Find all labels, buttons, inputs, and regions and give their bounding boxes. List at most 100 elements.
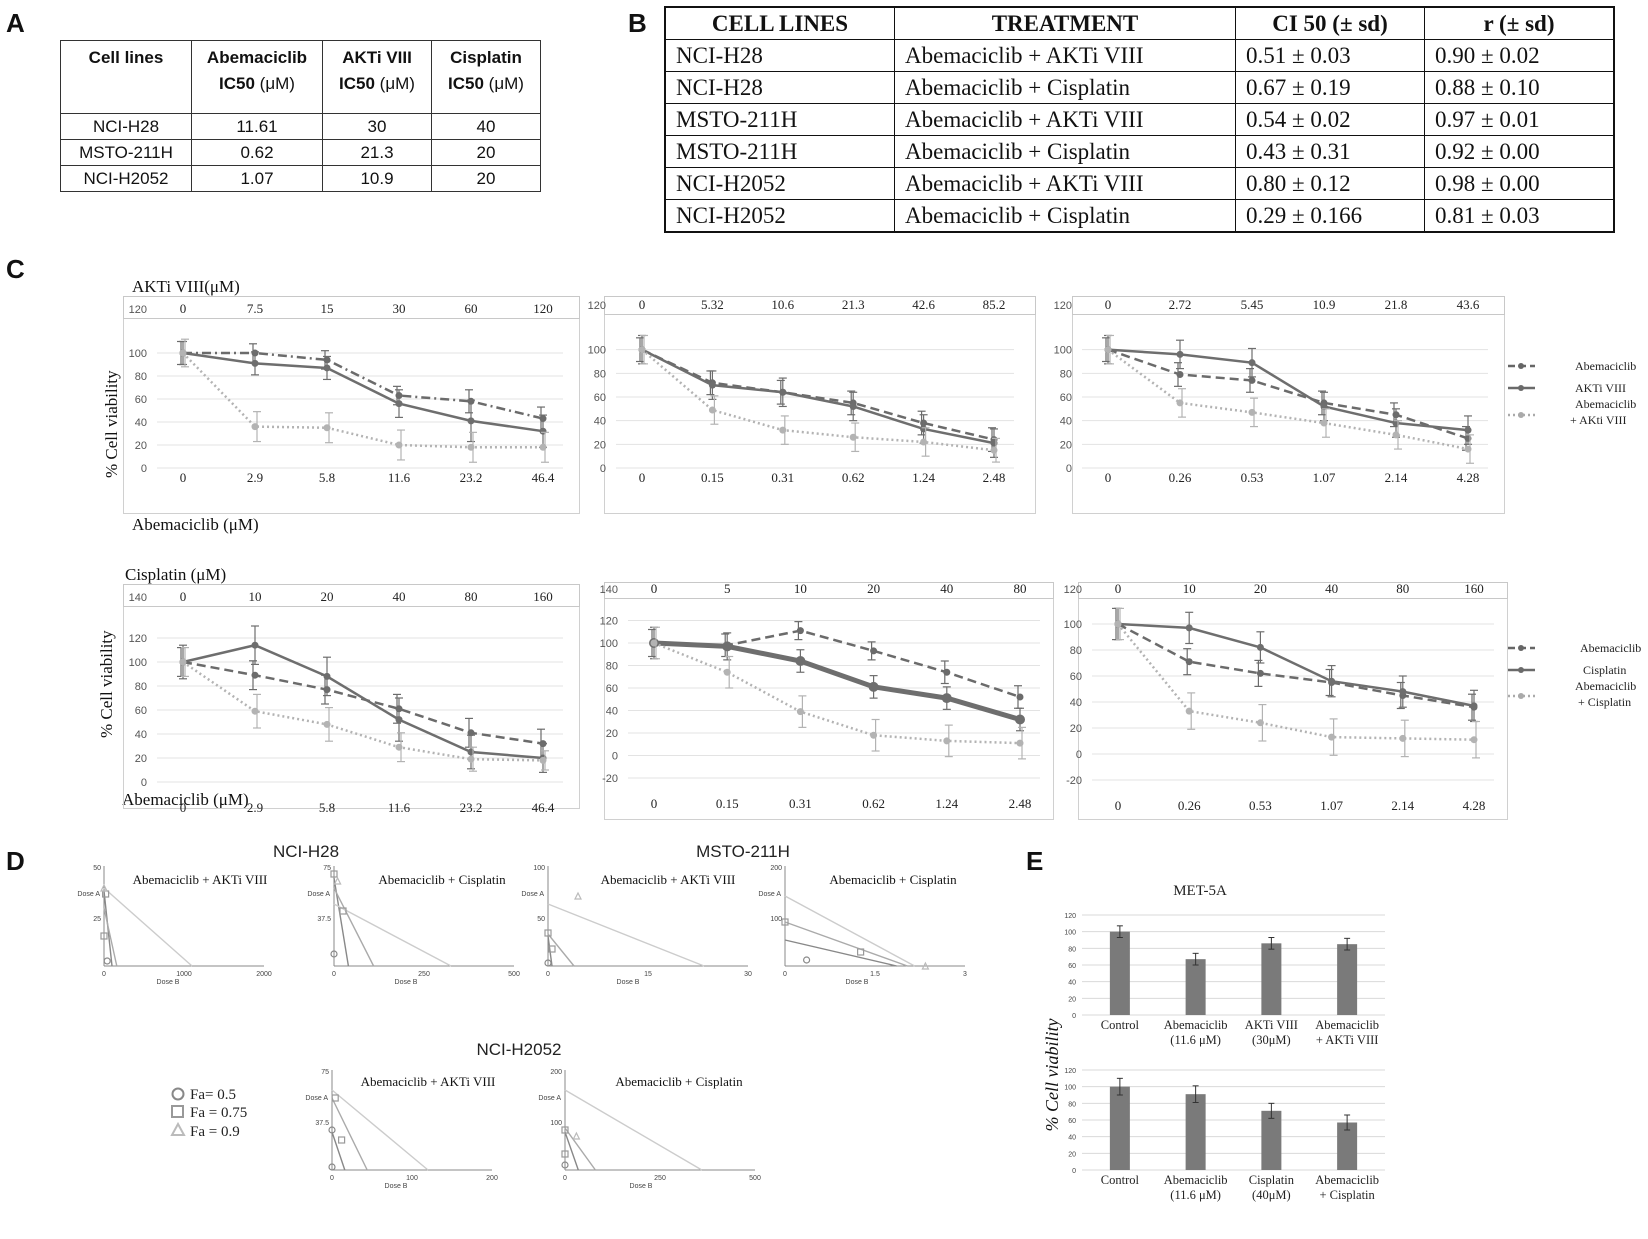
bottom-x-tick-label: 2.14 bbox=[1391, 798, 1414, 813]
data-point bbox=[1328, 677, 1336, 685]
table-cell: 0.97 ± 0.01 bbox=[1424, 103, 1615, 136]
data-point bbox=[849, 433, 857, 441]
y-tick-label: 80 bbox=[1060, 368, 1072, 380]
bottom-x-tick-label: 46.4 bbox=[532, 470, 555, 485]
data-point bbox=[1016, 693, 1024, 701]
fa-075-point bbox=[100, 932, 108, 940]
bottom-x-tick-label: 46.4 bbox=[532, 800, 555, 815]
data-point bbox=[1248, 376, 1256, 384]
data-point bbox=[1399, 688, 1407, 696]
data-point bbox=[395, 441, 403, 449]
table-cell: 1.07 bbox=[191, 165, 323, 192]
data-point bbox=[779, 426, 787, 434]
legend-label: + AKti VIII bbox=[1570, 413, 1627, 427]
top-x-tick-label: 0 bbox=[180, 301, 187, 316]
data-point bbox=[1176, 371, 1184, 379]
abemaciclib-bottom-axis-label-2: Abemaciclib (μM) bbox=[122, 790, 249, 809]
y-tick-label: 80 bbox=[594, 368, 606, 380]
bar bbox=[1109, 1086, 1130, 1170]
ic50-header-unit: (μM) bbox=[483, 74, 524, 93]
top-x-tick-label: 80 bbox=[465, 589, 478, 604]
y-tick-label: 20 bbox=[594, 439, 606, 451]
category-label: Abemaciclib bbox=[1164, 1018, 1228, 1032]
top-x-tick-label: 43.6 bbox=[1457, 297, 1480, 312]
top-x-tick-label: 20 bbox=[321, 589, 334, 604]
data-point bbox=[251, 641, 259, 649]
fa-075-point bbox=[561, 1126, 569, 1134]
ci50-table-header: CELL LINES TREATMENT CI 50 (± sd) r (± s… bbox=[664, 6, 1615, 40]
bar bbox=[1337, 944, 1358, 1015]
panel-letter-b: B bbox=[628, 8, 647, 38]
bottom-x-tick-label: 0.53 bbox=[1241, 470, 1264, 485]
bottom-x-tick-label: 5.8 bbox=[319, 800, 335, 815]
bottom-x-tick-label: 2.14 bbox=[1385, 470, 1408, 485]
fa-05-marker bbox=[171, 1087, 185, 1101]
top-x-tick-label: 60 bbox=[465, 301, 478, 316]
y-tick-label: 25 bbox=[93, 916, 101, 923]
panel-letter-c: C bbox=[6, 254, 25, 284]
category-label: (40μM) bbox=[1252, 1188, 1291, 1202]
x-tick-label: 0 bbox=[783, 971, 787, 978]
bottom-x-tick-label: 4.28 bbox=[1463, 798, 1486, 813]
abemaciclib-bottom-axis-label: Abemaciclib (μM) bbox=[132, 515, 259, 534]
y-tick-label: 40 bbox=[1068, 980, 1076, 987]
y-tick-label: 80 bbox=[1070, 645, 1082, 657]
y-tick-label: 0 bbox=[141, 463, 147, 475]
bottom-x-tick-label: 1.07 bbox=[1313, 470, 1336, 485]
fa-05-point bbox=[328, 1163, 336, 1171]
ci50-header-cell: CI 50 (± sd) bbox=[1235, 6, 1425, 40]
y-tick-label: 60 bbox=[1068, 1118, 1076, 1125]
data-point bbox=[323, 720, 331, 728]
top-axis-box bbox=[1078, 582, 1508, 599]
x-tick-label: 1000 bbox=[176, 971, 192, 978]
y-tick-label: 80 bbox=[135, 371, 147, 383]
bottom-x-tick-label: 23.2 bbox=[460, 470, 483, 485]
data-point bbox=[1185, 707, 1193, 715]
series-line bbox=[641, 348, 995, 445]
axis-label-dose-b: Dose B bbox=[617, 979, 640, 986]
y-tick-label: 0 bbox=[1066, 463, 1072, 475]
line-chart-h28-akti: 0 20 40 60 80 100 120 0 7.5 15 30 60 120 0 2.9 5.8 11.6 2… bbox=[123, 296, 580, 514]
data-point bbox=[1185, 624, 1193, 632]
top-x-tick-label: 0 bbox=[639, 297, 646, 312]
top-x-tick-label: 0 bbox=[180, 589, 187, 604]
data-point bbox=[868, 681, 879, 692]
data-point bbox=[1176, 350, 1184, 358]
bar bbox=[1185, 959, 1206, 1015]
y-tick-label: 50 bbox=[93, 865, 101, 872]
y-tick-label: 40 bbox=[135, 729, 147, 741]
data-point bbox=[467, 755, 475, 763]
top-axis-box bbox=[1072, 296, 1505, 315]
y-tick-label: 37.5 bbox=[315, 1120, 329, 1127]
isobole-line bbox=[333, 887, 375, 967]
series-line bbox=[653, 640, 1021, 722]
top-x-tick-label: 10 bbox=[249, 589, 262, 604]
cisplatin-top-axis-label: Cisplatin (μM) bbox=[125, 565, 226, 584]
isobole-line bbox=[103, 907, 118, 967]
y-tick-label: 120 bbox=[129, 633, 147, 645]
bottom-x-tick-label: 2.9 bbox=[247, 800, 263, 815]
y-tick-label: 60 bbox=[1070, 671, 1082, 683]
fa-075-point bbox=[781, 918, 789, 926]
x-tick-label: 500 bbox=[508, 971, 520, 978]
y-tick-label: 75 bbox=[323, 865, 331, 872]
ic50-header-text: IC50 bbox=[448, 74, 484, 93]
data-point bbox=[323, 364, 331, 372]
bar-chart-title: MET-5A bbox=[1173, 883, 1227, 899]
fa-05-point bbox=[802, 956, 811, 964]
isobologram-title: Abemaciclib + AKTi VIII bbox=[361, 1074, 496, 1089]
bottom-x-tick-label: 0 bbox=[180, 470, 187, 485]
data-point bbox=[251, 707, 259, 715]
data-point bbox=[870, 731, 878, 739]
data-point bbox=[943, 668, 951, 676]
data-point bbox=[1328, 733, 1336, 741]
data-point bbox=[1015, 714, 1025, 725]
ic50-header-cell: Cisplatin IC50 (μM) bbox=[431, 40, 541, 114]
legend-label: AKTi VIII bbox=[1575, 381, 1626, 395]
axis-label-dose-b: Dose B bbox=[395, 979, 418, 986]
line-chart-msto-akti: 0 20 40 60 80 100 120 0 5.32 10.6 21.3 42.6 85.2 0 0.1… bbox=[588, 296, 1036, 514]
data-point bbox=[920, 438, 928, 446]
bottom-x-tick-label: 1.07 bbox=[1320, 798, 1343, 813]
legend-row-1: Abemaciclib AKTi VIII Abemaciclib + AKti… bbox=[1508, 359, 1636, 427]
legend-label: Abemaciclib bbox=[1575, 359, 1636, 373]
